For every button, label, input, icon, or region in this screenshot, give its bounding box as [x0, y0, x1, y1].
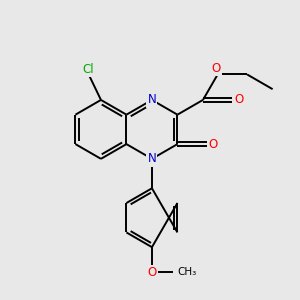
Text: Cl: Cl — [82, 62, 94, 76]
Text: O: O — [234, 93, 244, 106]
Text: O: O — [212, 62, 221, 75]
Text: O: O — [147, 266, 157, 279]
Text: N: N — [148, 93, 156, 106]
Text: N: N — [148, 152, 156, 165]
Text: O: O — [209, 138, 218, 151]
Text: CH₃: CH₃ — [177, 267, 196, 277]
